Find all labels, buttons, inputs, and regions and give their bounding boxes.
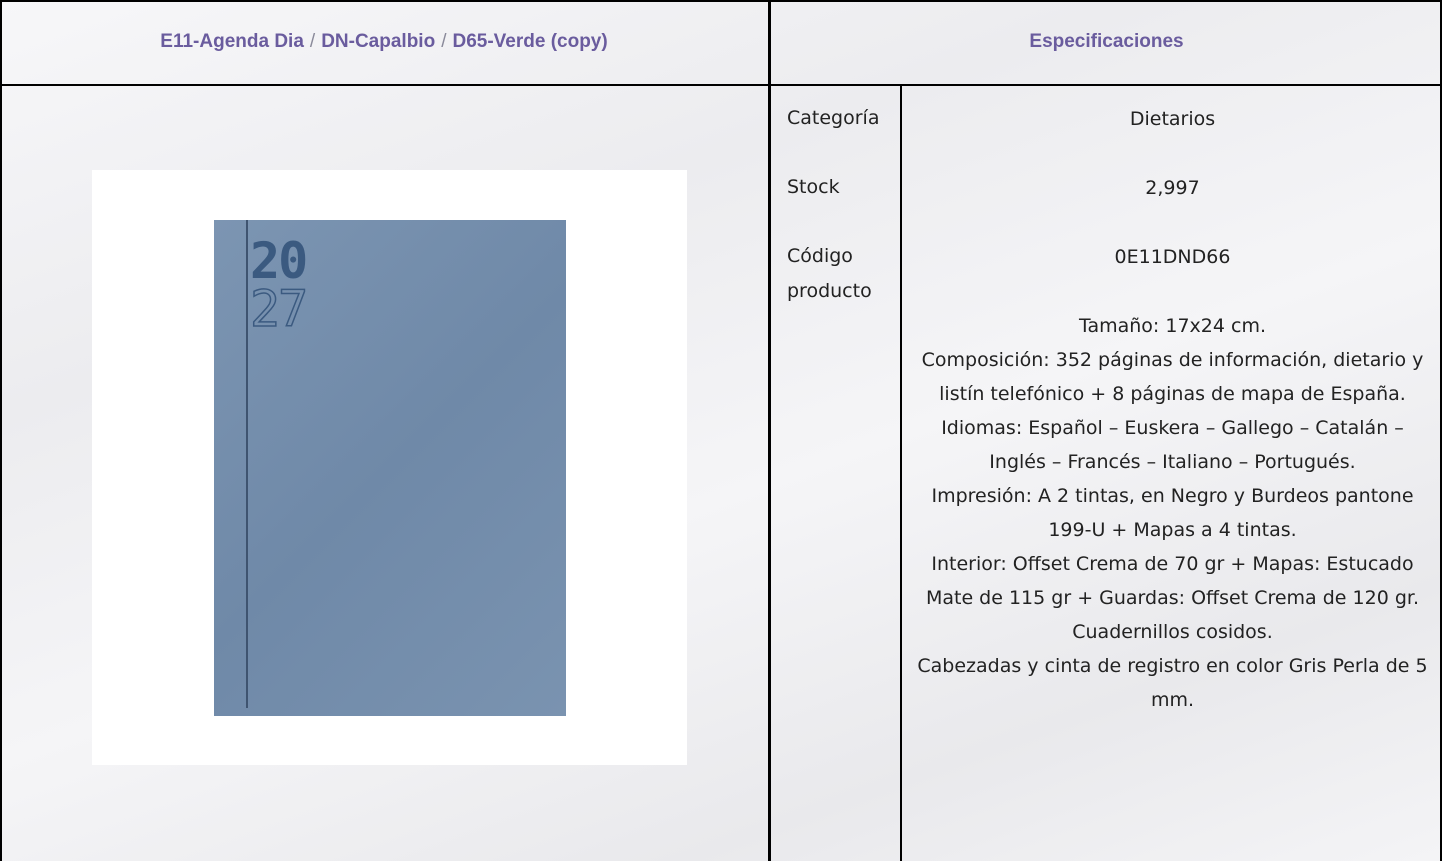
spec-value: Dietarios: [1129, 108, 1216, 130]
description: Tamaño: 17x24 cm. Composición: 352 página…: [905, 309, 1440, 717]
spec-label: Código producto: [787, 245, 872, 302]
separator: /: [309, 31, 316, 52]
breadcrumb-item: E11-Agenda Dia: [160, 31, 304, 52]
spec-label: Stock: [787, 176, 840, 198]
description-line: Idiomas: Español – Euskera – Gallego – C…: [941, 417, 1404, 473]
breadcrumb: E11-Agenda Dia / DN-Capalbio / D65-Verde (co…: [0, 0, 768, 84]
description-line: Composición: 352 páginas de información,…: [921, 349, 1424, 405]
year-top: 20: [250, 232, 308, 290]
description-line: Interior: Offset Crema de 70 gr + Mapas:…: [925, 553, 1420, 609]
description-line: Cabezadas y cinta de registro en color G…: [917, 655, 1428, 711]
spec-value: 2,997: [1145, 177, 1200, 199]
description-line: Cuadernillos cosidos.: [1072, 621, 1273, 643]
spec-value: 0E11DND66: [1114, 246, 1231, 268]
breadcrumb-item: DN-Capalbio: [321, 31, 436, 52]
breadcrumb-item: D65-Verde (copy): [452, 31, 608, 52]
divider: [0, 84, 1442, 86]
divider: [768, 0, 771, 861]
book: [214, 220, 566, 716]
description-line: Tamaño: 17x24 cm.: [1079, 315, 1266, 337]
divider: [900, 86, 902, 861]
separator: /: [441, 31, 447, 52]
year-bottom: 27: [249, 280, 309, 338]
spine: [246, 220, 248, 708]
specs-title: Especificaciones: [1029, 31, 1184, 52]
spec-label: Categoría: [787, 107, 880, 129]
description-line: Impresión: A 2 tintas, en Negro y Burdeo…: [931, 485, 1414, 541]
